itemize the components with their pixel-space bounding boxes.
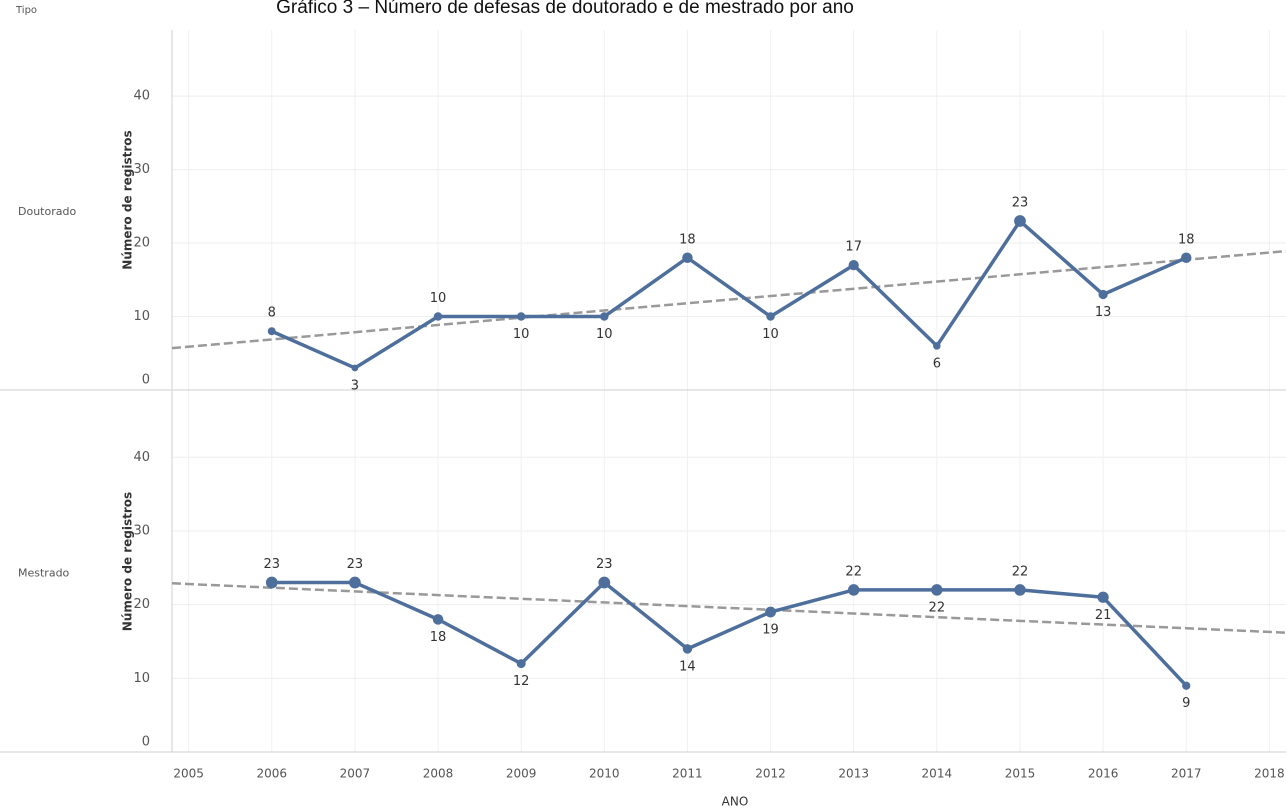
chart-title: Gráfico 3 – Número de defesas de doutora… — [276, 0, 854, 18]
x-tick-label: 2008 — [423, 767, 454, 781]
series-line — [271, 580, 1188, 687]
data-label: 23 — [263, 557, 280, 572]
data-label: 13 — [1095, 305, 1112, 320]
data-label: 23 — [596, 557, 613, 572]
y-tick-label: 40 — [133, 450, 150, 465]
data-point — [1098, 289, 1108, 300]
x-tick-label: 2013 — [838, 767, 869, 781]
data-point — [682, 252, 693, 264]
y-tick-label: 20 — [133, 236, 150, 251]
data-point — [432, 614, 444, 625]
y-tick-label: 10 — [133, 309, 150, 324]
y-tick-label: 40 — [133, 89, 150, 104]
x-tick-label: 2014 — [922, 767, 953, 781]
x-axis-label: ANO — [722, 795, 749, 809]
data-label: 23 — [1012, 196, 1029, 211]
y-axis-label: Número de registros — [121, 492, 135, 631]
data-point — [931, 584, 943, 596]
data-point — [1182, 681, 1191, 690]
y-tick-label: 30 — [133, 162, 150, 177]
data-label: 17 — [845, 240, 862, 255]
data-point — [682, 644, 693, 654]
data-point — [1097, 591, 1109, 603]
data-label: 18 — [679, 232, 696, 247]
y-tick-label: 30 — [133, 523, 150, 538]
x-tick-label: 2015 — [1005, 767, 1036, 781]
x-tick-label: 2007 — [340, 767, 371, 781]
x-tick-label: 2018 — [1254, 767, 1285, 781]
data-point — [598, 576, 611, 589]
data-point — [848, 259, 859, 271]
x-tick-label: 2006 — [256, 767, 287, 781]
data-point — [1180, 252, 1192, 264]
data-point — [600, 312, 609, 321]
data-label: 21 — [1095, 608, 1112, 623]
x-tick-label: 2012 — [755, 767, 786, 781]
data-point — [349, 576, 361, 589]
series-line — [271, 219, 1187, 370]
x-tick-label: 2017 — [1171, 767, 1202, 781]
data-label: 10 — [513, 327, 530, 342]
data-point — [1014, 215, 1026, 227]
facet-label: Tipo — [15, 5, 37, 16]
data-label: 3 — [351, 378, 359, 393]
data-label: 10 — [762, 327, 779, 342]
y-tick-label: 0 — [142, 735, 150, 750]
data-label: 14 — [679, 659, 696, 674]
x-tick-label: 2009 — [506, 767, 537, 781]
data-label: 23 — [347, 557, 364, 572]
y-tick-label: 0 — [142, 373, 150, 388]
data-point — [933, 342, 941, 350]
data-label: 9 — [1182, 696, 1190, 711]
data-point — [1014, 584, 1026, 596]
data-point — [847, 584, 860, 596]
data-label: 19 — [762, 623, 779, 638]
data-point — [516, 312, 526, 321]
y-tick-label: 10 — [133, 671, 150, 686]
x-tick-label: 2011 — [672, 767, 703, 781]
data-label: 6 — [933, 356, 941, 371]
data-label: 10 — [430, 291, 447, 306]
data-label: 18 — [430, 630, 447, 645]
data-point — [765, 606, 776, 618]
y-tick-label: 20 — [133, 597, 150, 612]
row-label: Mestrado — [18, 567, 70, 580]
data-point — [267, 327, 276, 336]
data-label: 22 — [929, 600, 946, 615]
data-label: 22 — [845, 564, 862, 579]
trend-line — [171, 249, 1286, 350]
data-label: 10 — [596, 327, 613, 342]
data-point — [766, 312, 775, 321]
data-point — [433, 312, 443, 321]
x-tick-label: 2016 — [1088, 767, 1119, 781]
data-point — [265, 576, 278, 589]
x-tick-label: 2010 — [589, 767, 620, 781]
trend-line — [171, 582, 1286, 634]
data-point — [516, 659, 526, 669]
y-axis-label: Número de registros — [121, 130, 135, 269]
x-tick-label: 2005 — [173, 767, 204, 781]
data-label: 22 — [1012, 564, 1029, 579]
data-point — [351, 364, 359, 372]
data-label: 12 — [513, 674, 530, 689]
data-label: 18 — [1178, 232, 1195, 247]
row-label: Doutorado — [18, 205, 76, 218]
data-label: 8 — [268, 306, 276, 321]
